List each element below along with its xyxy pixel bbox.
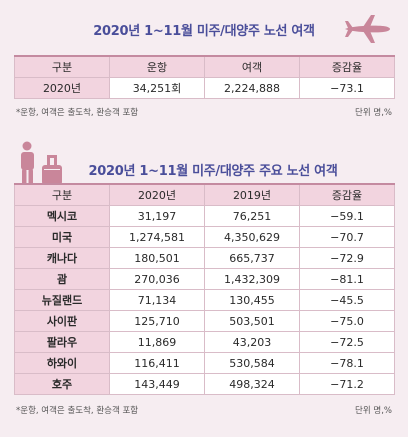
table2-cell-label: 멕시코 xyxy=(14,205,110,227)
table2-cell: 1,274,581 xyxy=(109,226,205,248)
table2-unit: 단위 명,% xyxy=(355,406,392,416)
table1-unit: 단위 명,% xyxy=(355,108,392,118)
table-row: 캐나다 180,501 665,737 −72.9 xyxy=(14,247,395,269)
table2-header-cell: 2020년 xyxy=(109,183,205,206)
table2-cell-label: 사이판 xyxy=(14,310,110,332)
table2-cell: 1,432,309 xyxy=(204,268,300,290)
table-row: 2020년 34,251회 2,224,888 −73.1 xyxy=(14,77,395,99)
table2-cell: 498,324 xyxy=(204,373,300,395)
table2-cell-label: 괌 xyxy=(14,268,110,290)
table2-cell: 530,584 xyxy=(204,352,300,374)
table-row: 호주 143,449 498,324 −71.2 xyxy=(14,373,395,395)
table2-cell: −59.1 xyxy=(299,205,395,227)
table2: 구분 2020년 2019년 증감율 멕시코 31,197 76,251 −59… xyxy=(14,183,395,395)
table2-cell: −75.0 xyxy=(299,310,395,332)
table2-cell: 130,455 xyxy=(204,289,300,311)
table-row: 뉴질랜드 71,134 130,455 −45.5 xyxy=(14,289,395,311)
table2-cell: 665,737 xyxy=(204,247,300,269)
table2-footnote: *운항, 여객은 출도착, 환승객 포함 xyxy=(16,406,139,416)
table2-cell-label: 하와이 xyxy=(14,352,110,374)
table1-cell-label: 2020년 xyxy=(14,77,110,99)
table1-header-cell: 구분 xyxy=(14,55,110,78)
table2-cell: −70.7 xyxy=(299,226,395,248)
table2-header-cell: 증감율 xyxy=(299,183,395,206)
table2-header-row: 구분 2020년 2019년 증감율 xyxy=(14,183,395,206)
table-row: 하와이 116,411 530,584 −78.1 xyxy=(14,352,395,374)
table2-cell-label: 팔라우 xyxy=(14,331,110,353)
table1-header-cell: 여객 xyxy=(204,55,300,78)
table2-cell-label: 뉴질랜드 xyxy=(14,289,110,311)
table1-cell: −73.1 xyxy=(299,77,395,99)
table2-cell-label: 호주 xyxy=(14,373,110,395)
table2-cell: 503,501 xyxy=(204,310,300,332)
table2-cell: 180,501 xyxy=(109,247,205,269)
table2-cell: −81.1 xyxy=(299,268,395,290)
table2-cell: 143,449 xyxy=(109,373,205,395)
table-row: 멕시코 31,197 76,251 −59.1 xyxy=(14,205,395,227)
table2-cell: 270,036 xyxy=(109,268,205,290)
table2-cell: 125,710 xyxy=(109,310,205,332)
table1-cell: 2,224,888 xyxy=(204,77,300,99)
table2-title: 2020년 1~11월 미주/대양주 주요 노선 여객 xyxy=(88,164,338,179)
table2-header-cell: 구분 xyxy=(14,183,110,206)
table-row: 미국 1,274,581 4,350,629 −70.7 xyxy=(14,226,395,248)
table-row: 괌 270,036 1,432,309 −81.1 xyxy=(14,268,395,290)
table1-header-cell: 증감율 xyxy=(299,55,395,78)
table2-cell: 76,251 xyxy=(204,205,300,227)
table2-cell: 43,203 xyxy=(204,331,300,353)
table1: 구분 운항 여객 증감율 2020년 34,251회 2,224,888 −73… xyxy=(14,55,395,99)
table2-cell: −78.1 xyxy=(299,352,395,374)
table2-cell: 4,350,629 xyxy=(204,226,300,248)
table1-footnote: *운항, 여객은 출도착, 환승객 포함 xyxy=(16,108,139,118)
table2-cell-label: 캐나다 xyxy=(14,247,110,269)
airplane-icon xyxy=(345,15,390,43)
table-row: 팔라우 11,869 43,203 −72.5 xyxy=(14,331,395,353)
table2-header-cell: 2019년 xyxy=(204,183,300,206)
table2-cell: 71,134 xyxy=(109,289,205,311)
table1-header-cell: 운항 xyxy=(109,55,205,78)
table1-cell: 34,251회 xyxy=(109,77,205,99)
table-row: 사이판 125,710 503,501 −75.0 xyxy=(14,310,395,332)
table2-cell: −71.2 xyxy=(299,373,395,395)
table2-cell-label: 미국 xyxy=(14,226,110,248)
table1-title: 2020년 1~11월 미주/대양주 노선 여객 xyxy=(93,24,315,39)
table2-cell: −72.5 xyxy=(299,331,395,353)
table2-cell: −45.5 xyxy=(299,289,395,311)
table1-header-row: 구분 운항 여객 증감율 xyxy=(14,55,395,78)
table2-cell: 31,197 xyxy=(109,205,205,227)
table2-cell: 116,411 xyxy=(109,352,205,374)
table2-cell: 11,869 xyxy=(109,331,205,353)
table2-cell: −72.9 xyxy=(299,247,395,269)
